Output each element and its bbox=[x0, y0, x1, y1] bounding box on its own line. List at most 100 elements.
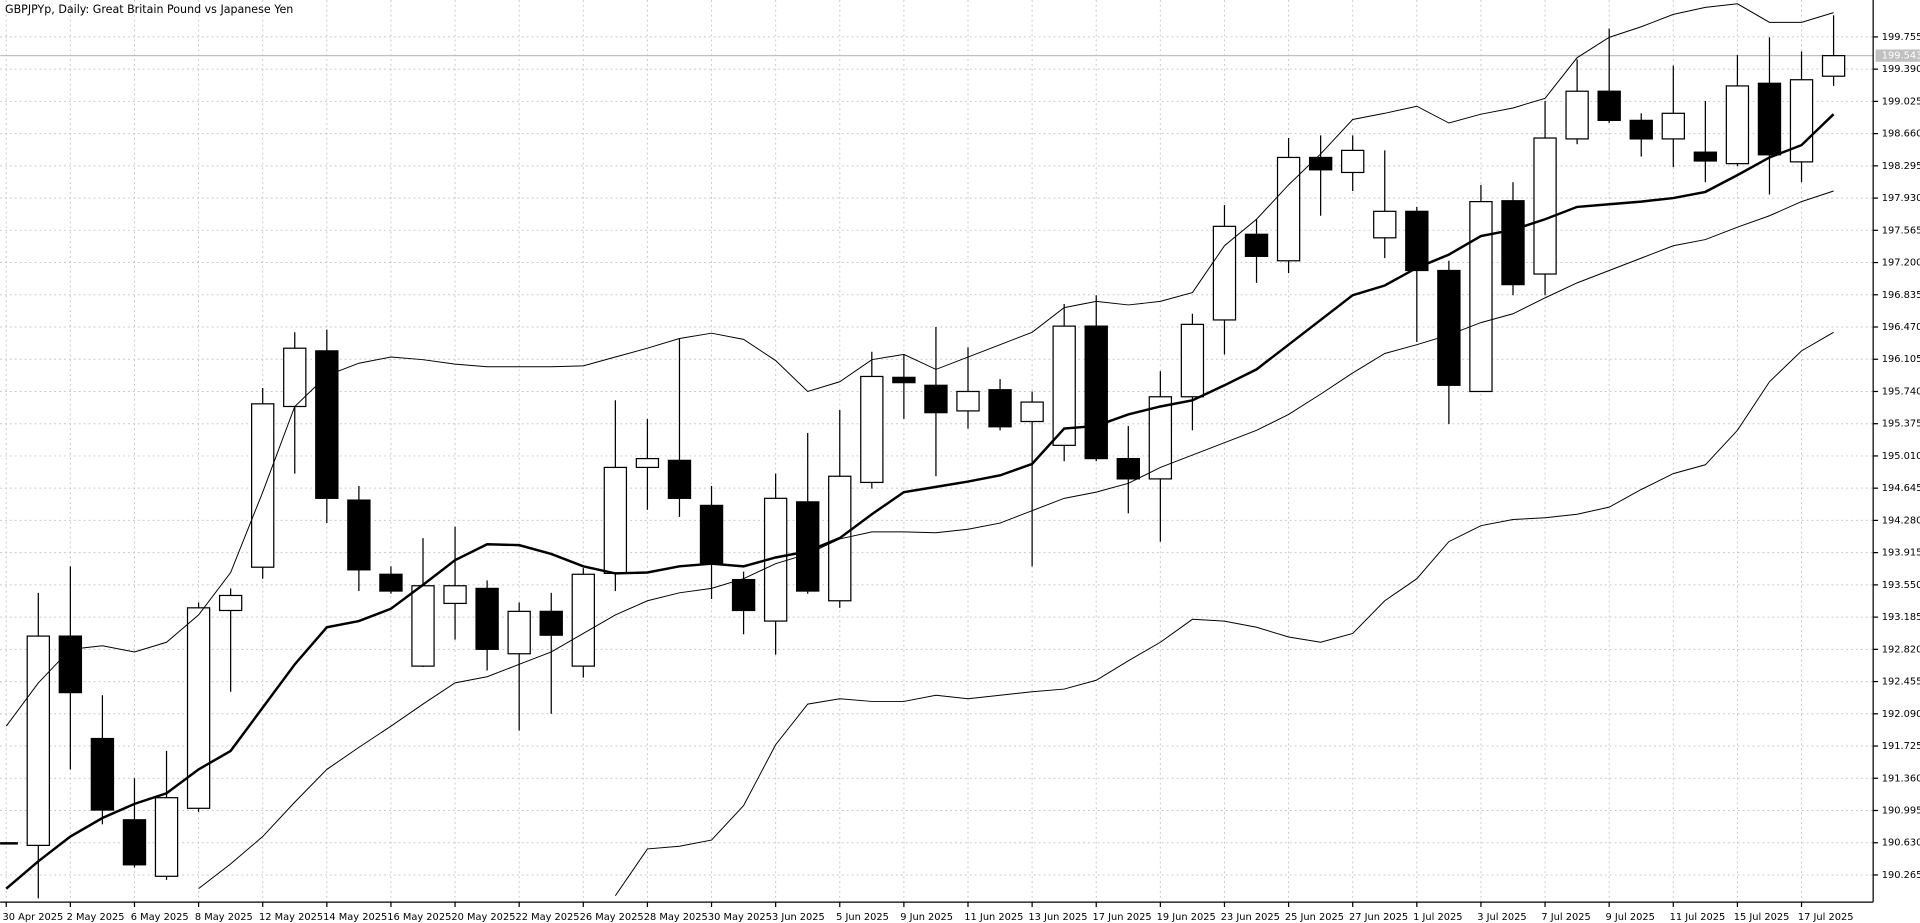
x-tick-label: 3 Jun 2025 bbox=[772, 912, 825, 923]
candle-body bbox=[507, 610, 531, 655]
candle-body bbox=[411, 585, 435, 667]
candle-body bbox=[1629, 119, 1653, 140]
candle-body bbox=[988, 389, 1012, 428]
candle-body bbox=[1821, 55, 1846, 77]
x-tick-label: 8 May 2025 bbox=[195, 912, 253, 923]
indicator-line bbox=[614, 331, 1834, 896]
candle-body bbox=[1501, 200, 1525, 286]
candle-body bbox=[122, 819, 147, 866]
axes: 199.755 199.390 199.025 198.660 198.295 197.9… bbox=[3, 32, 1920, 923]
y-tick-label: 190.630 bbox=[1882, 838, 1920, 849]
x-tick-label: 26 May 2025 bbox=[580, 912, 644, 923]
candle-body bbox=[731, 578, 756, 612]
candle-body bbox=[603, 466, 628, 575]
candle-body bbox=[1116, 457, 1140, 480]
x-tick-label: 5 Jun 2025 bbox=[836, 912, 889, 923]
x-tick-label: 28 May 2025 bbox=[644, 912, 708, 923]
x-tick-label: 19 Jun 2025 bbox=[1157, 912, 1216, 923]
candle-body bbox=[1148, 396, 1173, 480]
y-tick-label: 190.265 bbox=[1882, 870, 1920, 881]
candle-body bbox=[443, 585, 467, 605]
candle-body bbox=[1565, 90, 1589, 140]
y-tick-label: 199.755 bbox=[1882, 32, 1920, 43]
candle-body bbox=[154, 797, 179, 877]
x-tick-label: 15 Jul 2025 bbox=[1734, 912, 1790, 923]
x-tick-label: 2 May 2025 bbox=[67, 912, 125, 923]
y-tick-label: 193.185 bbox=[1882, 612, 1920, 623]
y-tick-label: 197.930 bbox=[1882, 193, 1920, 204]
y-tick-label: 196.105 bbox=[1882, 354, 1920, 365]
indicator-line bbox=[198, 190, 1834, 890]
last-price-label: 199.543 bbox=[1882, 51, 1920, 62]
candle-body bbox=[218, 594, 243, 612]
y-tick-label: 194.280 bbox=[1882, 515, 1920, 526]
candle-body bbox=[283, 347, 307, 408]
y-tick-label: 193.915 bbox=[1882, 548, 1920, 559]
y-tick-label: 191.725 bbox=[1882, 741, 1920, 752]
grid bbox=[0, 0, 1874, 903]
candle-body bbox=[1693, 151, 1718, 162]
x-tick-label: 17 Jul 2025 bbox=[1798, 912, 1854, 923]
candle-body bbox=[0, 842, 18, 845]
candle-body bbox=[796, 501, 820, 592]
candle-body bbox=[251, 403, 275, 568]
candle-body bbox=[1020, 401, 1044, 423]
candle-body bbox=[1597, 90, 1621, 121]
x-tick-label: 25 Jun 2025 bbox=[1285, 912, 1344, 923]
x-tick-label: 3 Jul 2025 bbox=[1477, 912, 1526, 923]
x-tick-label: 30 May 2025 bbox=[708, 912, 772, 923]
x-tick-label: 22 May 2025 bbox=[515, 912, 579, 923]
candle-body bbox=[892, 376, 916, 384]
candle-body bbox=[1725, 85, 1750, 165]
y-tick-label: 199.025 bbox=[1882, 96, 1920, 107]
x-tick-label: 12 May 2025 bbox=[259, 912, 323, 923]
y-tick-label: 197.565 bbox=[1882, 225, 1920, 236]
candle-body bbox=[26, 635, 50, 846]
y-tick-label: 192.090 bbox=[1882, 709, 1920, 720]
candle-body bbox=[58, 635, 83, 694]
x-tick-label: 30 Apr 2025 bbox=[3, 912, 64, 923]
candle-body bbox=[1469, 200, 1493, 393]
x-tick-label: 20 May 2025 bbox=[451, 912, 515, 923]
y-tick-label: 199.390 bbox=[1882, 64, 1920, 75]
y-tick-label: 193.550 bbox=[1882, 580, 1920, 591]
y-tick-label: 192.455 bbox=[1882, 677, 1920, 688]
chart-title: GBPJPYp, Daily: Great Britain Pound vs J… bbox=[5, 3, 293, 16]
candle-body bbox=[1789, 79, 1814, 163]
x-tick-label: 13 Jun 2025 bbox=[1028, 912, 1087, 923]
y-tick-label: 192.820 bbox=[1882, 644, 1920, 655]
candle-body bbox=[379, 573, 403, 592]
candle-body bbox=[1244, 233, 1269, 257]
candle-body bbox=[315, 350, 339, 499]
y-tick-label: 190.995 bbox=[1882, 806, 1920, 817]
y-tick-label: 191.360 bbox=[1882, 773, 1920, 784]
y-tick-label: 195.010 bbox=[1882, 451, 1920, 462]
candle-body bbox=[1180, 323, 1205, 398]
x-tick-label: 7 Jul 2025 bbox=[1541, 912, 1590, 923]
indicator-line bbox=[5, 3, 1834, 727]
candle-body bbox=[1276, 156, 1301, 262]
candle-body bbox=[539, 610, 563, 636]
y-tick-label: 195.375 bbox=[1882, 419, 1920, 430]
candle-body bbox=[1405, 210, 1429, 272]
x-tick-label: 14 May 2025 bbox=[323, 912, 387, 923]
y-tick-label: 194.645 bbox=[1882, 483, 1920, 494]
x-tick-label: 6 May 2025 bbox=[131, 912, 189, 923]
candle-body bbox=[667, 459, 692, 499]
candle-body bbox=[1373, 210, 1397, 239]
y-tick-label: 196.470 bbox=[1882, 322, 1920, 333]
candle-body bbox=[1661, 112, 1685, 140]
candle-body bbox=[1212, 225, 1237, 321]
x-tick-label: 27 Jun 2025 bbox=[1349, 912, 1408, 923]
candle-body bbox=[1052, 325, 1076, 446]
candle-body bbox=[1308, 156, 1333, 171]
x-tick-label: 9 Jul 2025 bbox=[1605, 912, 1654, 923]
candle-body bbox=[347, 499, 371, 571]
indicator-line bbox=[5, 113, 1835, 890]
candle-body bbox=[1757, 82, 1782, 156]
y-tick-label: 195.740 bbox=[1882, 386, 1920, 397]
x-tick-label: 11 Jun 2025 bbox=[964, 912, 1023, 923]
candle-body bbox=[475, 587, 499, 650]
